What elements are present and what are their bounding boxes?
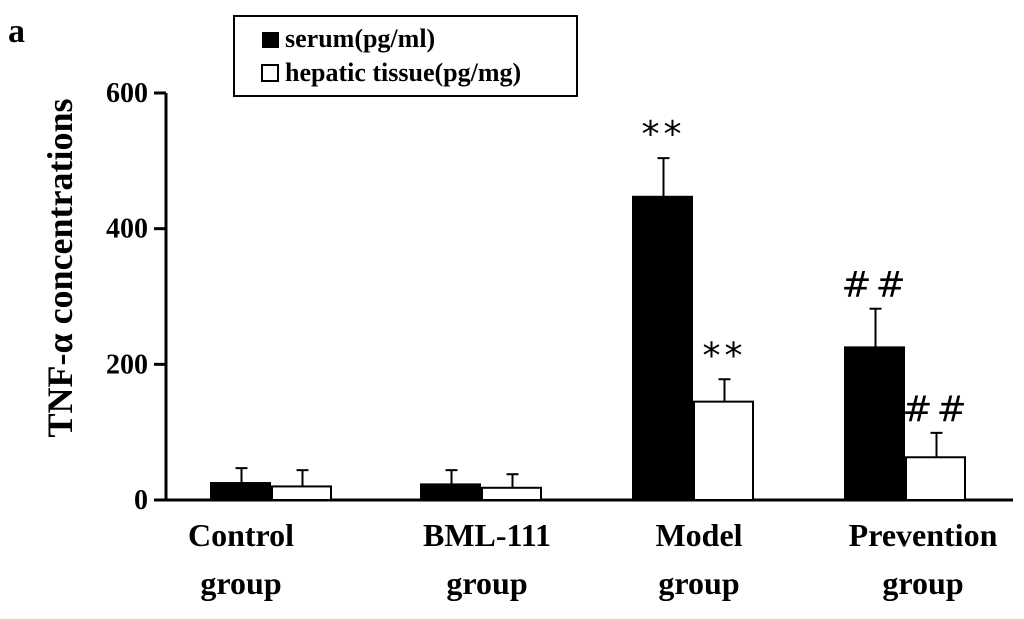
x-tick-label-line2: group	[200, 565, 281, 601]
legend-box	[233, 15, 578, 97]
bar-serum	[844, 346, 905, 501]
bar-serum	[210, 482, 271, 501]
y-tick-label: 200	[106, 349, 148, 380]
x-tick-label-line1: Prevention	[849, 517, 998, 553]
bar-hepatic	[905, 456, 966, 502]
bar-hepatic	[271, 485, 332, 501]
significance-label: **	[642, 114, 686, 155]
x-tick-labels: Control group BML-111 group Model group Preven…	[188, 517, 998, 601]
x-tick-label-line2: group	[446, 565, 527, 601]
x-tick-label-line2: group	[882, 565, 963, 601]
legend: serum(pg/ml) hepatic tissue(pg/mg)	[233, 15, 578, 97]
x-tick-label-line1: BML-111	[423, 517, 551, 553]
y-ticks: 0 200 400 600	[106, 78, 166, 516]
y-tick-label: 400	[106, 214, 148, 245]
legend-label-serum: serum(pg/ml)	[285, 24, 435, 53]
legend-swatch-hepatic	[261, 64, 279, 82]
x-tick-label-line1: Control	[188, 517, 294, 553]
legend-label-hepatic: hepatic tissue(pg/mg)	[285, 58, 521, 87]
bar-serum	[420, 483, 481, 502]
y-tick-label: 0	[134, 485, 148, 516]
significance-label: ##	[902, 389, 970, 430]
y-tick-label: 600	[106, 78, 148, 109]
significance-label: **	[703, 335, 747, 376]
bars: ** ## ** ##	[210, 114, 970, 502]
bar-hepatic	[481, 486, 542, 502]
bar-serum	[632, 195, 693, 501]
y-axis-title: TNF-α concentrations	[40, 98, 80, 437]
x-tick-label-line2: group	[658, 565, 739, 601]
legend-swatch-serum	[262, 32, 279, 48]
bar-hepatic	[693, 400, 754, 501]
panel-label: a	[8, 13, 25, 50]
x-tick-label-line1: Model	[655, 517, 742, 553]
significance-label: ##	[841, 265, 909, 306]
